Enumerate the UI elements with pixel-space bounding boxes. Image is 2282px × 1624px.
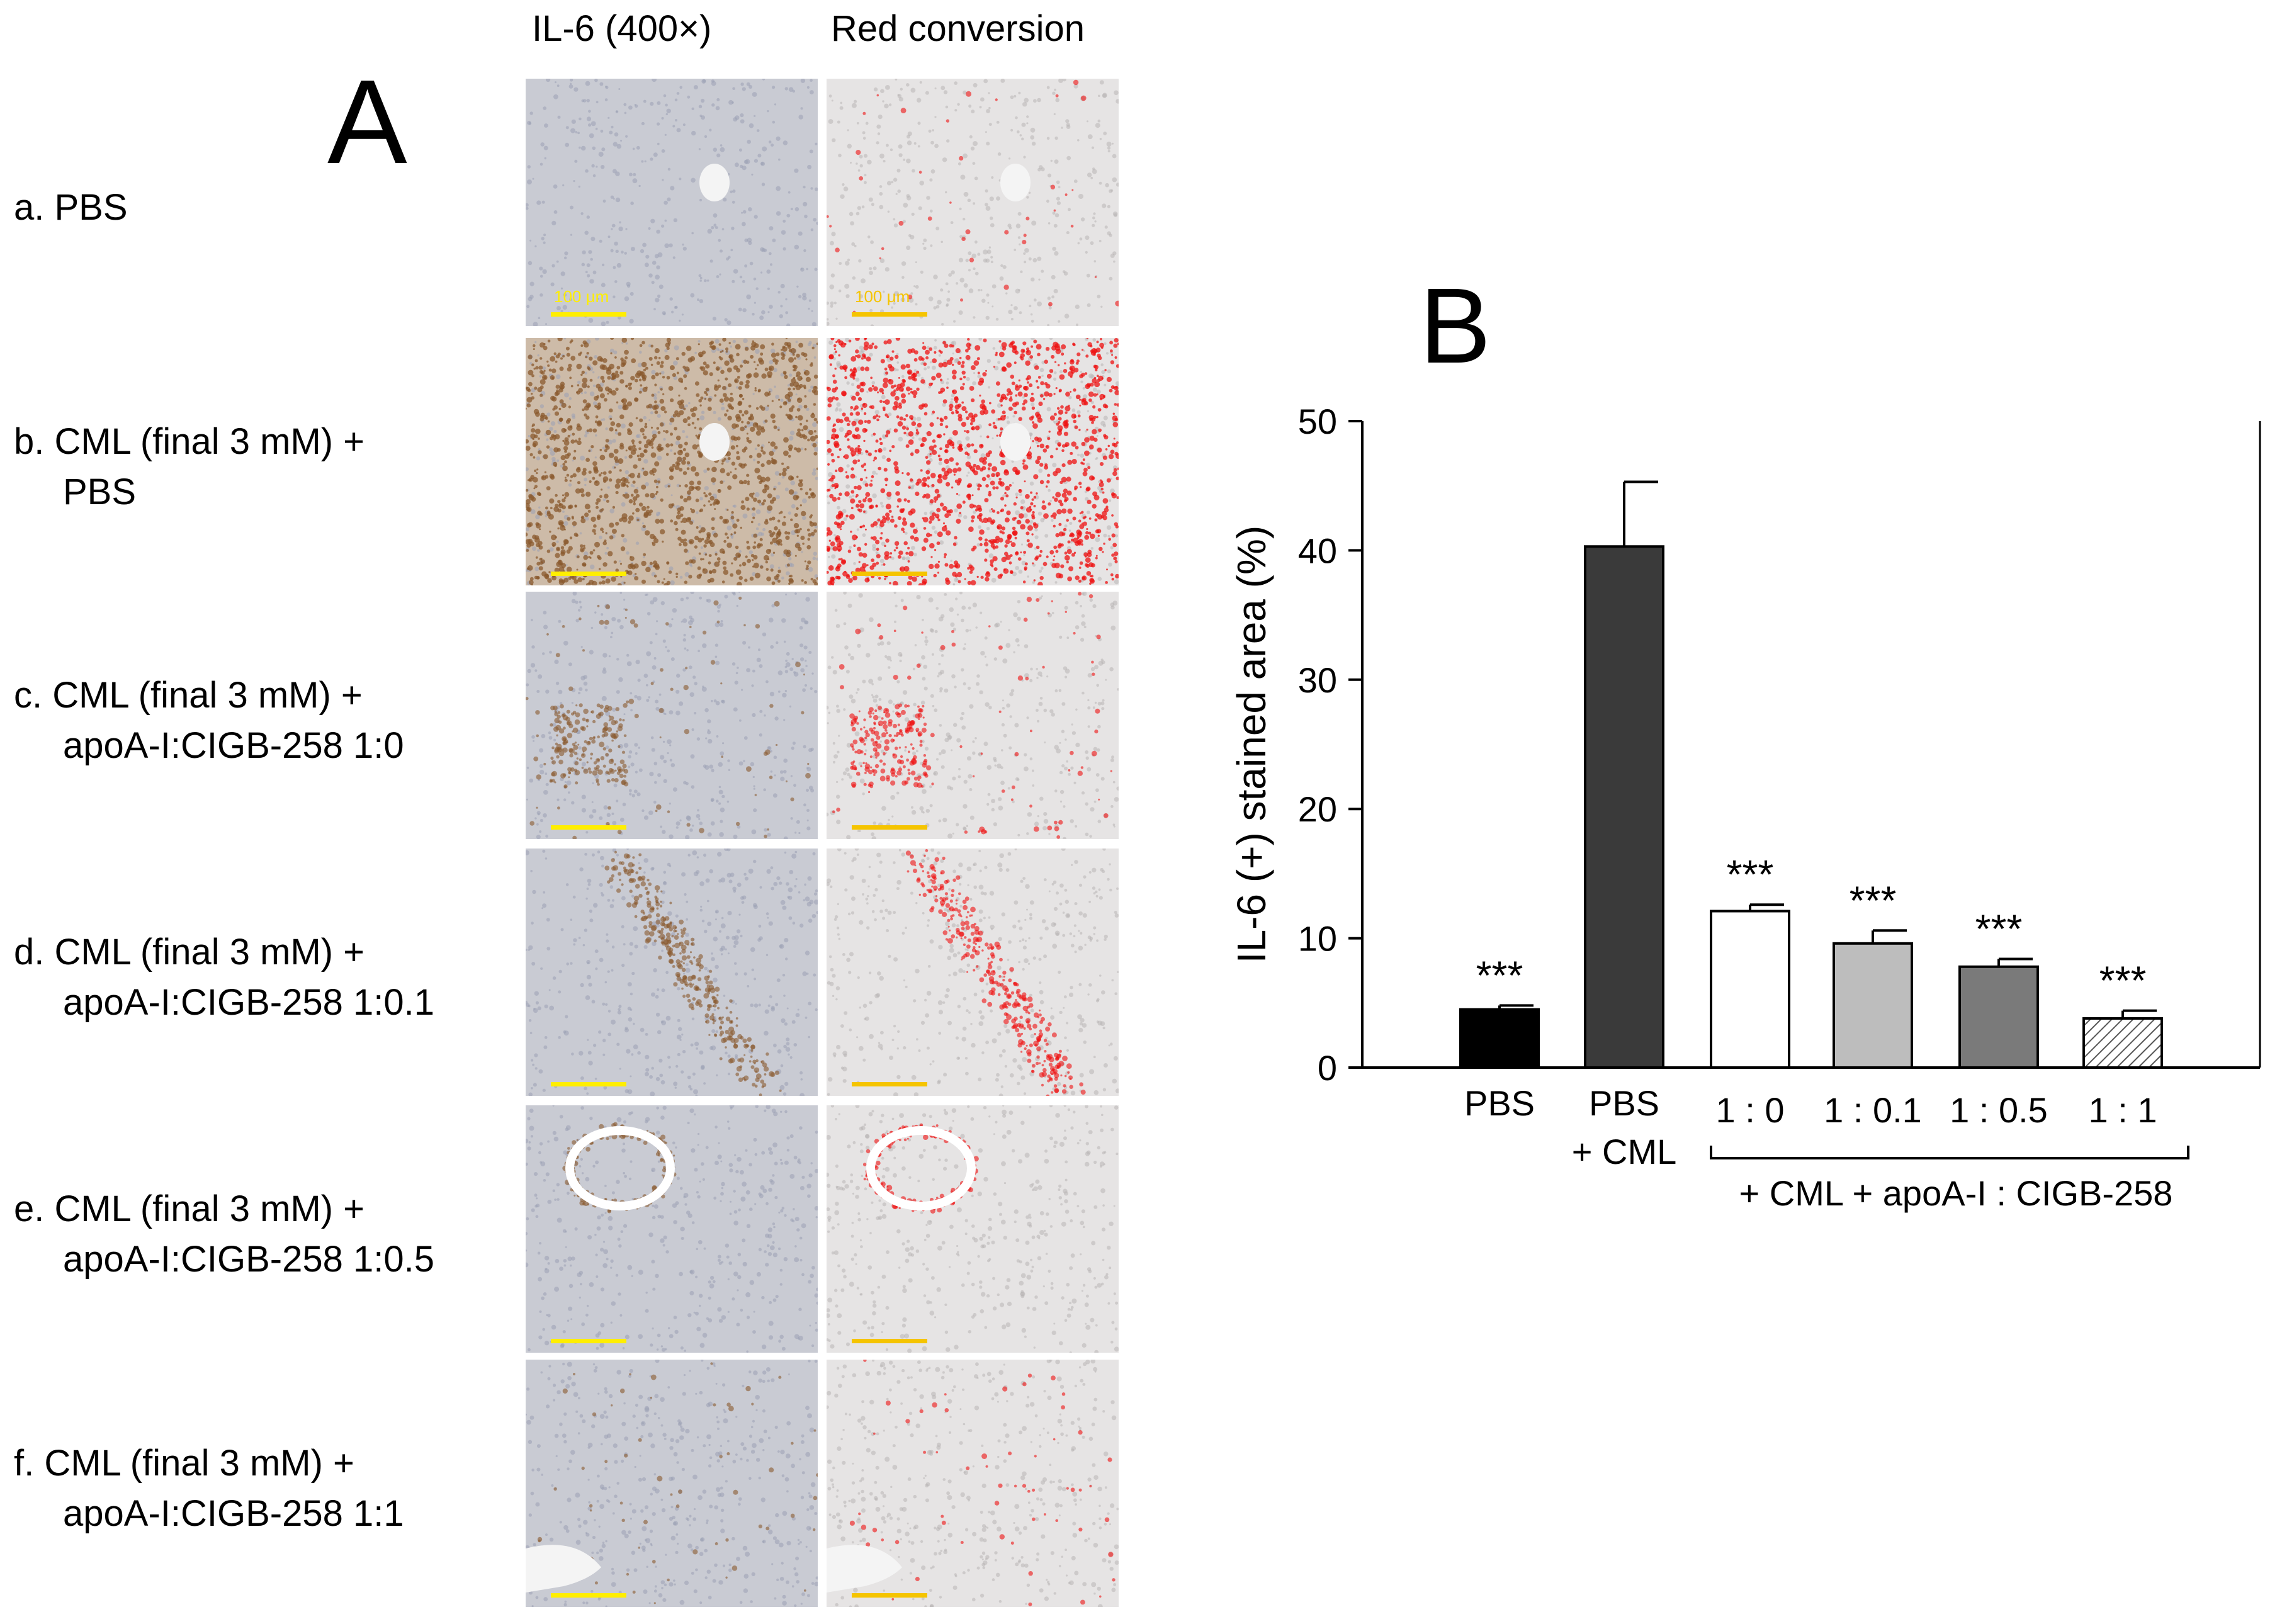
row-label-line: f. CML (final 3 mM) + — [14, 1443, 354, 1484]
red-conversion-micrograph-a: 100 μm — [827, 79, 1119, 326]
x-tick-label: + CML — [1572, 1132, 1677, 1171]
significance-label: *** — [1975, 906, 2023, 951]
significance-label: *** — [1850, 877, 1897, 923]
x-tick-label: 1 : 0.1 — [1824, 1090, 1922, 1130]
row-label-e: e. CML (final 3 mM) + apoA-I:CIGB-258 1:0… — [14, 1184, 434, 1285]
scale-bar — [852, 1339, 927, 1343]
y-tick-label: 0 — [1318, 1048, 1337, 1088]
y-axis-label: IL-6 (+) stained area (%) — [1229, 526, 1274, 963]
bar — [1833, 942, 1913, 1069]
row-label-line: apoA-I:CIGB-258 1:1 — [63, 1493, 404, 1534]
panel-b-letter: B — [1420, 266, 1491, 386]
scale-bar — [551, 572, 626, 576]
scale-bar — [551, 312, 626, 317]
group-bracket-label: + CML + apoA-I : CIGB-258 — [1739, 1173, 2173, 1213]
scale-bar — [852, 1082, 927, 1086]
scale-bar — [551, 1082, 626, 1086]
row-label-a: a. PBS — [14, 183, 128, 233]
row-label-line: apoA-I:CIGB-258 1:0 — [63, 725, 404, 766]
y-tick-label: 40 — [1298, 531, 1337, 570]
bar — [1459, 1008, 1540, 1069]
row-label-line: a. PBS — [14, 187, 128, 228]
y-tick-label: 10 — [1298, 919, 1337, 959]
il6-micrograph-e — [526, 1105, 818, 1353]
x-tick-label: PBS — [1589, 1083, 1659, 1123]
bar — [1710, 910, 1790, 1069]
scale-bar — [551, 825, 626, 830]
scale-bar — [551, 1593, 626, 1598]
il6-micrograph-b — [526, 338, 818, 585]
red-conversion-micrograph-c — [827, 592, 1119, 839]
group-bracket — [1710, 1146, 2189, 1159]
y-tick-label: 30 — [1298, 660, 1337, 700]
row-label-line: apoA-I:CIGB-258 1:0.1 — [63, 982, 434, 1023]
il6-micrograph-c — [526, 592, 818, 839]
red-conversion-micrograph-e — [827, 1105, 1119, 1353]
row-label-f: f. CML (final 3 mM) + apoA-I:CIGB-258 1:1 — [14, 1438, 404, 1539]
bar — [1958, 965, 2039, 1069]
x-tick-label: 1 : 1 — [2089, 1090, 2157, 1130]
row-label-line: PBS — [63, 471, 137, 512]
y-tick-label: 50 — [1298, 402, 1337, 441]
scale-bar — [852, 312, 927, 317]
scale-bar — [852, 1593, 927, 1598]
x-tick-label: PBS — [1464, 1083, 1535, 1123]
column-header-red-conversion: Red conversion — [831, 8, 1085, 49]
significance-label: *** — [2099, 958, 2147, 1003]
significance-label: *** — [1727, 852, 1774, 897]
il6-micrograph-f — [526, 1360, 818, 1607]
il6-micrograph-a: 100 μm — [526, 79, 818, 326]
row-label-line: c. CML (final 3 mM) + — [14, 675, 363, 716]
bar — [1584, 545, 1664, 1069]
significance-label: *** — [1476, 952, 1523, 998]
y-tick-label: 20 — [1298, 789, 1337, 829]
row-label-line: e. CML (final 3 mM) + — [14, 1188, 365, 1229]
row-label-d: d. CML (final 3 mM) + apoA-I:CIGB-258 1:0… — [14, 927, 434, 1028]
x-tick-label: 1 : 0.5 — [1950, 1090, 2048, 1130]
x-tick-label: 1 : 0 — [1716, 1090, 1785, 1130]
row-label-c: c. CML (final 3 mM) + apoA-I:CIGB-258 1:0 — [14, 670, 404, 771]
scale-bar-label: 100 μm — [855, 287, 910, 306]
row-label-b: b. CML (final 3 mM) + PBS — [14, 417, 364, 517]
bar — [2082, 1017, 2163, 1069]
scale-bar — [551, 1339, 626, 1343]
scale-bar-label: 100 μm — [554, 287, 609, 306]
scale-bar — [852, 825, 927, 830]
red-conversion-micrograph-d — [827, 849, 1119, 1096]
red-conversion-micrograph-b — [827, 338, 1119, 585]
il6-micrograph-d — [526, 849, 818, 1096]
red-conversion-micrograph-f — [827, 1360, 1119, 1607]
panel-a-letter: A — [327, 55, 407, 189]
scale-bar — [852, 572, 927, 576]
row-label-line: apoA-I:CIGB-258 1:0.5 — [63, 1239, 434, 1280]
column-header-il6: IL-6 (400×) — [532, 8, 712, 49]
row-label-line: b. CML (final 3 mM) + — [14, 421, 365, 462]
row-label-line: d. CML (final 3 mM) + — [14, 932, 365, 973]
